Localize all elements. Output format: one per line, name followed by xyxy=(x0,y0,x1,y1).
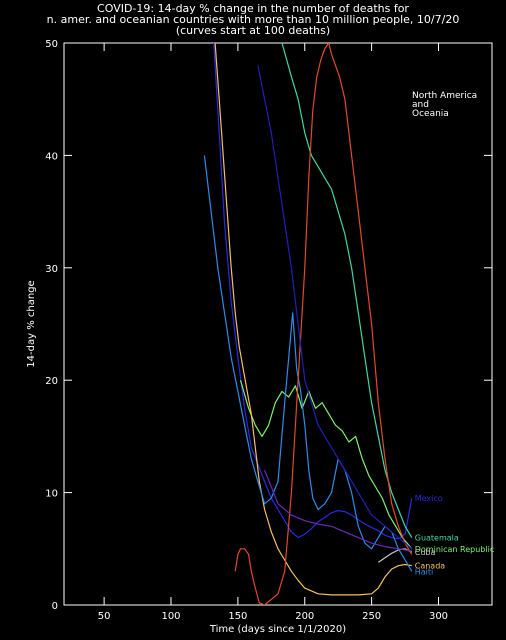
title-line-1: COVID-19: 14-day % change in the number … xyxy=(97,2,409,15)
series-label-cuba: Cuba xyxy=(415,548,436,557)
series-line-mexico xyxy=(213,43,413,540)
y-tick-label: 50 xyxy=(45,39,58,50)
series-line-unlabeled-7 xyxy=(257,65,413,550)
axis-layer: 50 100 150 200 250 300 0 10 20 30 40 50 xyxy=(45,39,492,622)
title-line-3: (curves start at 100 deaths) xyxy=(176,24,330,37)
series-label-guatemala: Guatemala xyxy=(415,534,459,543)
x-tick-label: 300 xyxy=(429,611,448,622)
y-tick-label: 0 xyxy=(52,601,58,612)
series-label-dominican-republic: Dominican Republic xyxy=(415,545,494,554)
series-line-canada xyxy=(214,43,412,596)
x-axis-label: Time (days since 1/1/2020) xyxy=(209,624,346,635)
y-tick-label: 20 xyxy=(45,376,58,387)
y-axis-label: 14-day % change xyxy=(26,280,37,367)
y-tick-label: 40 xyxy=(45,151,58,162)
x-tick-label: 250 xyxy=(362,611,381,622)
y-tick-label: 30 xyxy=(45,264,58,275)
series-line-unlabeled-8 xyxy=(264,469,412,552)
x-tick-label: 150 xyxy=(228,611,247,622)
title-line-2: n. amer. and oceanian countries with mor… xyxy=(47,13,460,26)
series-label-canada: Canada xyxy=(415,562,446,571)
series-label-haiti: Haiti xyxy=(415,567,434,576)
x-tick-label: 50 xyxy=(98,611,111,622)
series-line-cuba xyxy=(377,548,413,563)
series-label-mexico: Mexico xyxy=(415,494,443,503)
x-tick-label: 200 xyxy=(295,611,314,622)
annotation-line-3: Oceania xyxy=(412,109,449,119)
series-line-haiti xyxy=(203,155,413,572)
x-tick-label: 100 xyxy=(161,611,180,622)
y-tick-label: 10 xyxy=(45,489,58,500)
series-layer xyxy=(203,43,413,605)
chart-title: COVID-19: 14-day % change in the number … xyxy=(47,2,460,37)
annotation-line-2: and xyxy=(412,100,429,110)
annotation-line-1: North America xyxy=(412,91,477,101)
series-line-dominican-republic xyxy=(239,380,413,550)
series-line-guatemala xyxy=(281,43,413,538)
plot-frame xyxy=(63,42,493,606)
region-annotation: North America and Oceania xyxy=(412,91,477,119)
series-line-unlabeled-6 xyxy=(234,43,413,605)
